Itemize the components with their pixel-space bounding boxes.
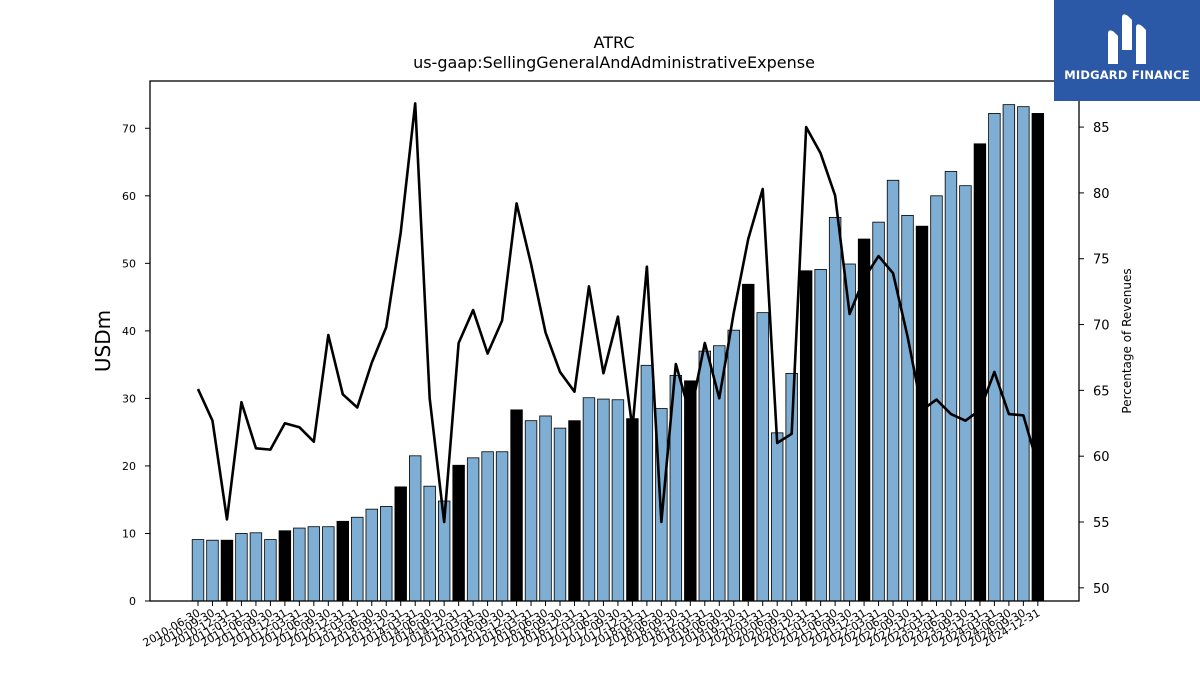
y-tick-label-50: 50 <box>122 257 136 270</box>
bar-2020-03-31 <box>756 312 769 602</box>
bar-2010-09-30 <box>206 539 219 602</box>
y2-tick-label-80: 80 <box>1093 187 1110 202</box>
bar-2015-12-31 <box>510 409 523 602</box>
bar-2022-09-30 <box>901 214 914 602</box>
bar-2014-06-30 <box>423 485 436 602</box>
bar-2017-09-30 <box>611 399 625 602</box>
bar-2012-12-31 <box>336 520 350 602</box>
x-axis: 2010-06-302010-09-302010-12-312011-03-31… <box>141 601 1042 650</box>
midgard-logo-icon <box>1108 14 1146 64</box>
line-series <box>196 102 1040 524</box>
y2-tick-label-85: 85 <box>1093 121 1110 136</box>
y-axis-label: USDm <box>91 310 115 372</box>
bar-2023-09-30 <box>959 185 972 602</box>
bar-2013-09-30 <box>380 506 393 602</box>
y-tick-label-30: 30 <box>122 392 136 405</box>
y-tick-label-20: 20 <box>122 460 136 473</box>
bar-2010-12-31 <box>220 539 234 602</box>
y2-tick-label-70: 70 <box>1093 319 1110 334</box>
y-axis-left: 0 10 20 30 40 50 60 70 <box>122 122 150 608</box>
bar-2021-06-30 <box>828 217 842 602</box>
bar-2017-06-30 <box>597 398 610 602</box>
chart-subtitle: us-gaap:SellingGeneralAndAdministrativeE… <box>413 53 815 72</box>
bar-group <box>191 104 1045 602</box>
bar-2016-03-31 <box>524 420 538 602</box>
bar-2011-03-31 <box>235 533 248 602</box>
y2-tick-label-50: 50 <box>1093 582 1110 597</box>
bar-2012-03-31 <box>293 527 306 602</box>
bar-2011-09-30 <box>264 539 277 602</box>
bar-2017-12-31 <box>626 418 639 602</box>
bar-2010-06-30 <box>191 539 205 602</box>
bar-2022-06-30 <box>886 179 900 602</box>
bar-2019-12-31 <box>742 283 755 602</box>
bar-2018-03-31 <box>640 364 654 602</box>
bar-2024-06-30 <box>1002 104 1016 602</box>
bar-2012-09-30 <box>322 526 335 602</box>
bar-2022-12-31 <box>915 225 929 602</box>
bar-2020-12-31 <box>799 270 813 602</box>
bar-2021-12-31 <box>857 238 871 602</box>
bar-2016-09-30 <box>553 427 567 602</box>
y2-axis-label: Percentage of Revenues <box>1120 268 1134 413</box>
bar-2019-03-31 <box>698 350 712 602</box>
bar-2021-03-31 <box>814 269 827 602</box>
bar-2014-03-31 <box>408 455 422 602</box>
bar-2024-12-31 <box>1031 113 1045 602</box>
bar-2023-06-30 <box>944 171 958 602</box>
y-tick-label-10: 10 <box>122 527 136 540</box>
bar-2019-09-30 <box>727 329 740 602</box>
bar-2016-06-30 <box>539 415 552 602</box>
bar-2015-06-30 <box>481 451 494 602</box>
y-tick-label-0: 0 <box>129 595 136 608</box>
bar-2013-06-30 <box>365 508 378 602</box>
logo-text: MIDGARD FINANCE <box>1064 68 1190 82</box>
percentage-line <box>196 102 1040 524</box>
brand-logo: MIDGARD FINANCE <box>1054 0 1200 101</box>
bar-2015-09-30 <box>495 451 509 602</box>
bar-2024-03-31 <box>988 113 1001 602</box>
y2-tick-label-55: 55 <box>1093 516 1110 531</box>
bar-2013-12-31 <box>394 486 407 602</box>
bar-2023-12-31 <box>973 143 987 602</box>
y2-tick-label-75: 75 <box>1093 253 1110 268</box>
plot-frame <box>149 80 1080 602</box>
chart-title: ATRC <box>594 33 635 52</box>
y-tick-label-40: 40 <box>122 325 136 338</box>
bar-2011-12-31 <box>278 530 292 602</box>
bar-2017-03-31 <box>582 397 596 602</box>
axes <box>149 80 1080 602</box>
bar-2011-06-30 <box>249 532 263 602</box>
y-axis-right: 50 55 60 65 70 75 80 85 <box>1079 121 1110 597</box>
bar-2022-03-31 <box>872 221 885 602</box>
y-tick-label-70: 70 <box>122 122 136 135</box>
y2-tick-label-60: 60 <box>1093 450 1110 465</box>
bar-2014-12-31 <box>452 464 465 602</box>
bar-2015-03-31 <box>466 457 480 602</box>
y2-tick-label-65: 65 <box>1093 384 1110 399</box>
y-tick-label-60: 60 <box>122 190 136 203</box>
bar-2020-06-30 <box>771 432 784 602</box>
bar-2012-06-30 <box>307 526 321 602</box>
bar-2013-03-31 <box>351 516 364 602</box>
bar-2024-09-30 <box>1017 106 1030 602</box>
bar-2016-12-31 <box>568 420 581 602</box>
